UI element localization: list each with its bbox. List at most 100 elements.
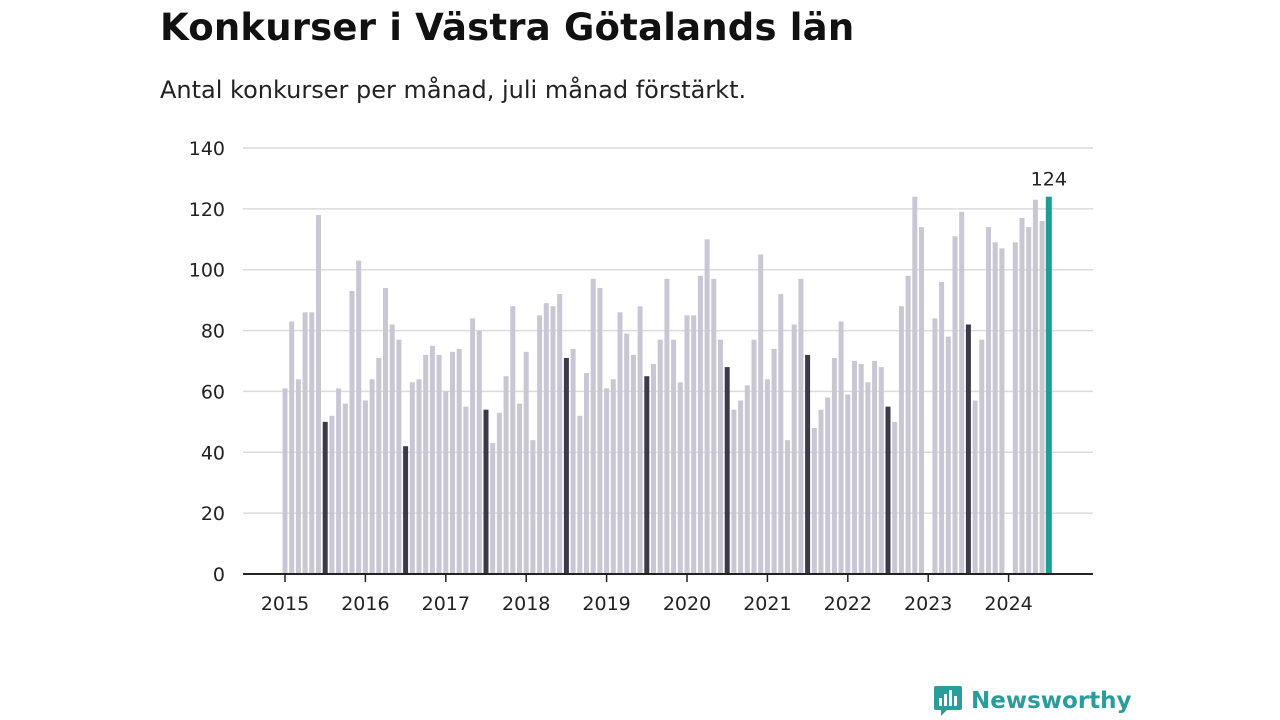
bar (731, 409, 737, 574)
bar (952, 236, 958, 574)
bar (396, 339, 402, 574)
bar (972, 400, 978, 574)
bar-july (403, 446, 409, 574)
bar (295, 379, 301, 574)
bar (316, 214, 321, 574)
bar (999, 248, 1005, 574)
bar (523, 351, 529, 574)
bar (584, 373, 589, 574)
x-tick-label: 2015 (261, 593, 309, 615)
bar (590, 278, 596, 574)
bar (831, 357, 837, 574)
bar (751, 339, 757, 574)
bar (329, 415, 335, 574)
bar (898, 306, 904, 574)
bar (450, 351, 455, 574)
value-label-latest: 124 (1031, 169, 1067, 191)
bar (684, 315, 690, 574)
bar (1039, 221, 1045, 574)
x-tick-label: 2016 (341, 593, 389, 615)
bars (282, 196, 1052, 575)
x-tick-label: 2022 (824, 593, 872, 615)
bar (530, 440, 536, 574)
chart-title: Konkurser i Västra Götalands län (160, 6, 855, 49)
x-tick-label: 2023 (904, 593, 952, 615)
bar (677, 382, 683, 574)
bar (697, 275, 703, 574)
bar (785, 440, 790, 574)
bar (349, 291, 355, 574)
x-tick-label: 2019 (582, 593, 630, 615)
bar (356, 260, 362, 574)
bar-latest (1045, 196, 1052, 574)
bar (905, 275, 911, 574)
bar (537, 315, 543, 574)
bar (597, 287, 603, 574)
bar (704, 239, 710, 575)
bar (818, 409, 824, 574)
bar (550, 306, 556, 574)
x-tick-label: 2017 (422, 593, 470, 615)
bar (664, 278, 670, 574)
bar (932, 318, 938, 574)
bar (758, 254, 764, 574)
bar (892, 421, 898, 574)
bar (992, 242, 998, 575)
bar (865, 382, 871, 574)
bar (959, 211, 965, 574)
bar (463, 406, 469, 574)
bar (490, 443, 496, 574)
bar (945, 336, 951, 574)
chart-bubble-icon (934, 686, 962, 716)
bar (503, 376, 509, 574)
y-tick-label: 80 (201, 321, 225, 343)
bar (919, 227, 924, 574)
bar (409, 382, 415, 574)
bar (852, 361, 857, 574)
bar (1026, 227, 1032, 574)
bar (1032, 199, 1038, 574)
bar (376, 357, 382, 574)
bar-july (322, 421, 328, 574)
x-tick-label: 2020 (663, 593, 711, 615)
newsworthy-logo: Newsworthy (933, 683, 1132, 719)
bar (429, 345, 435, 574)
bar (557, 294, 563, 574)
bar (577, 415, 583, 574)
bar (362, 400, 368, 574)
bar (470, 318, 476, 574)
bar (423, 354, 429, 574)
bar (630, 354, 636, 574)
bar (691, 315, 697, 574)
bar (496, 412, 502, 574)
bar-july (965, 324, 971, 574)
bar (389, 324, 395, 574)
bar (744, 385, 750, 574)
bar (309, 312, 315, 574)
x-axis: 2015 2016 2017 2018 2019 2020 2021 2022 2023 2024 (243, 573, 1093, 615)
bar (637, 306, 643, 574)
y-tick-label: 40 (201, 442, 225, 464)
bar (764, 379, 770, 574)
brand-name: Newsworthy (971, 688, 1132, 714)
bar (543, 303, 549, 574)
bar (825, 397, 831, 574)
bar (845, 394, 851, 574)
bar (738, 400, 744, 574)
y-axis-labels: 0 20 40 60 80 100 120 140 (189, 138, 225, 586)
bar (657, 339, 663, 574)
bar (510, 306, 516, 574)
bar-july (563, 357, 569, 574)
bar (282, 388, 288, 574)
bar (1019, 217, 1025, 574)
bar (610, 379, 616, 574)
y-tick-label: 120 (189, 199, 225, 221)
bar (811, 427, 817, 574)
bar (570, 348, 576, 574)
bar (456, 348, 462, 574)
bar (443, 391, 449, 574)
bar (476, 330, 482, 574)
y-tick-label: 100 (189, 260, 225, 282)
bar (624, 333, 630, 574)
